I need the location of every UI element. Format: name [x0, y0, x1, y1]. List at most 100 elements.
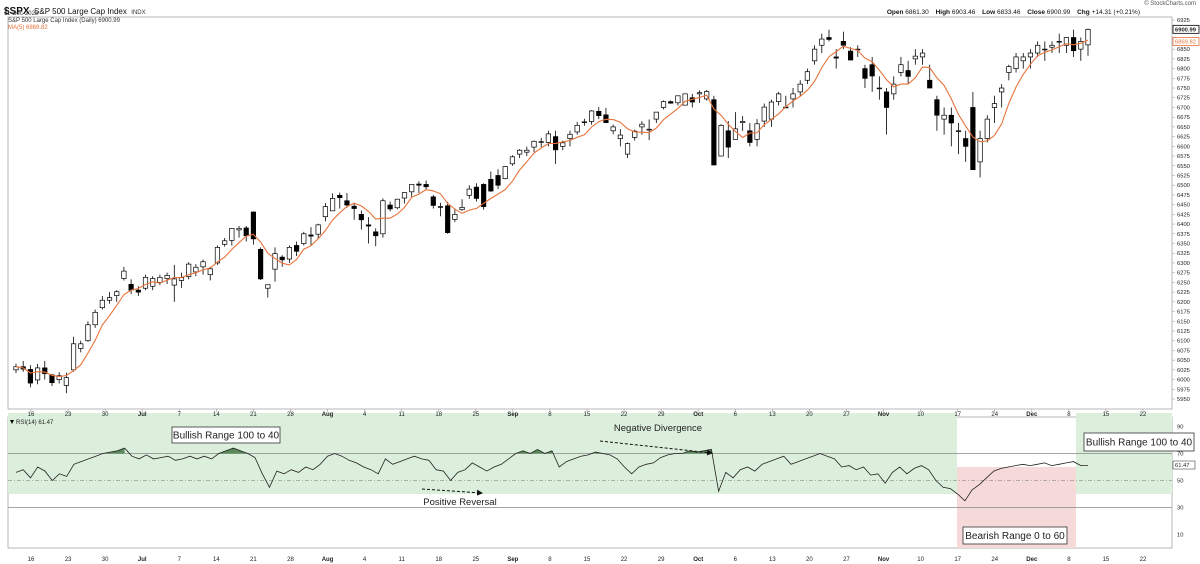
candle-body	[445, 205, 451, 233]
candle-body	[473, 186, 480, 199]
candle-body	[1035, 44, 1041, 54]
candle	[150, 276, 156, 291]
candle	[13, 363, 19, 373]
candle	[258, 247, 264, 281]
candle	[35, 364, 41, 385]
rsi-x-tick-label: 17	[954, 557, 961, 563]
candle-body	[531, 140, 537, 148]
x-tick-label: 25	[472, 412, 479, 418]
candle	[675, 95, 681, 106]
candle	[229, 227, 235, 246]
candle-body	[488, 179, 494, 192]
ohlc-readout: Open 6861.30 High 6903.46 Low 6833.46 Cl…	[887, 9, 1140, 16]
y-tick-label: 6800	[1177, 67, 1190, 73]
y-tick-label: 6375	[1177, 232, 1190, 238]
x-tick-label: 18	[435, 412, 442, 418]
rsi-line	[15, 447, 1088, 502]
candle-body	[351, 205, 357, 209]
x-tick-label: Jul	[138, 412, 147, 418]
y-tick-label: 6500	[1177, 183, 1190, 189]
x-tick-label: 11	[399, 412, 406, 418]
candle-body	[193, 266, 199, 273]
candle-body	[207, 268, 213, 275]
candle-body	[639, 123, 645, 128]
x-tick-label: 8	[1067, 412, 1071, 418]
candle-body	[538, 141, 544, 143]
candle	[1063, 37, 1069, 54]
candle-body	[322, 206, 328, 218]
candle	[517, 149, 523, 158]
candle	[905, 60, 911, 85]
candle-body	[588, 110, 595, 122]
candle	[668, 100, 674, 104]
candle-body	[466, 188, 472, 196]
x-tick-label: 14	[213, 412, 220, 418]
candle	[812, 45, 818, 65]
candle-body	[70, 343, 77, 371]
y-tick-label: 6050	[1177, 358, 1190, 364]
candle-body	[948, 114, 954, 124]
candle-body	[833, 56, 839, 59]
ma-label: MA(5) 6869.82	[8, 25, 48, 31]
y-tick-label: 6450	[1177, 203, 1190, 209]
x-tick-label: 8	[548, 412, 552, 418]
y-tick-label: 6400	[1177, 222, 1190, 228]
candle	[481, 183, 487, 210]
y-tick-label: 6150	[1177, 319, 1190, 325]
candle	[70, 336, 77, 372]
candle-body	[279, 256, 285, 261]
candle-body	[646, 128, 652, 131]
candle-body	[977, 138, 983, 163]
candle	[531, 140, 537, 153]
candle	[574, 121, 580, 135]
candle	[553, 130, 559, 164]
x-tick-label: 17	[954, 412, 961, 418]
candle-body	[1013, 56, 1019, 69]
y-tick-label: 5950	[1177, 397, 1190, 403]
rsi-x-tick-label: 6	[734, 557, 738, 563]
rsi-x-tick-label: 21	[250, 557, 257, 563]
y-tick-label: 6275	[1177, 271, 1190, 277]
chart-date: 11-Dec-2025	[4, 11, 39, 17]
candle	[1020, 53, 1026, 69]
candle	[963, 130, 969, 162]
candle	[955, 123, 962, 155]
rsi-title: RSI(14) 61.47	[16, 420, 54, 426]
candle-body	[294, 245, 300, 252]
rsi-x-tick-label: Aug	[322, 557, 334, 563]
candle-body	[1027, 52, 1034, 58]
candle-body	[358, 214, 364, 221]
candle-body	[991, 103, 998, 108]
positive-reversal-arrow	[421, 488, 483, 496]
rsi-x-tick-label: Sep	[507, 557, 518, 563]
rsi-x-tick-label: 16	[28, 557, 35, 563]
candle	[588, 110, 595, 125]
candle	[524, 146, 530, 157]
candle-body	[660, 101, 667, 108]
y-tick-label: 6425	[1177, 212, 1190, 218]
y-tick-label: 6725	[1177, 96, 1190, 102]
candle	[624, 142, 631, 158]
candle	[106, 292, 113, 304]
candle	[1078, 37, 1084, 61]
candle-body	[502, 166, 508, 179]
candle-body	[927, 79, 933, 89]
rsi-x-tick-label: 4	[363, 557, 367, 563]
rsi-x-tick-label: 10	[917, 557, 924, 563]
candle-body	[430, 196, 436, 206]
open-value: 6861.30	[905, 9, 929, 16]
candle	[401, 192, 408, 204]
candle	[819, 33, 825, 54]
y-tick-label: 6775	[1177, 76, 1190, 82]
candle-body	[409, 184, 415, 193]
candle-body	[416, 183, 422, 186]
low-label: Low	[982, 9, 996, 16]
candle-body	[891, 83, 897, 95]
candle	[509, 155, 516, 166]
candle	[776, 91, 782, 106]
candle-body	[437, 206, 444, 208]
candle	[919, 49, 926, 65]
candle-body	[696, 92, 703, 95]
candle	[948, 107, 954, 147]
